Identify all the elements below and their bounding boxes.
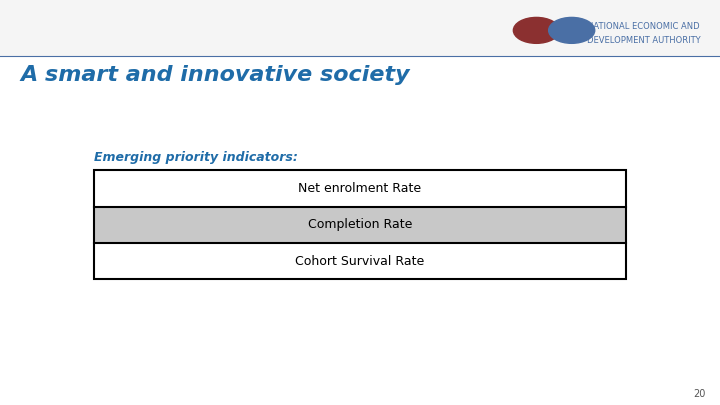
Bar bbox=[94, 243, 626, 279]
Text: NATIONAL ECONOMIC AND: NATIONAL ECONOMIC AND bbox=[587, 22, 699, 31]
Bar bbox=[0, 0, 720, 56]
Bar bbox=[94, 170, 626, 279]
Bar bbox=[94, 207, 626, 243]
Text: DEVELOPMENT AUTHORITY: DEVELOPMENT AUTHORITY bbox=[587, 36, 701, 45]
Circle shape bbox=[513, 17, 559, 43]
Text: A smart and innovative society: A smart and innovative society bbox=[20, 65, 410, 85]
Text: Emerging priority indicators:: Emerging priority indicators: bbox=[94, 151, 297, 164]
Text: 20: 20 bbox=[693, 389, 706, 399]
Circle shape bbox=[549, 17, 595, 43]
Text: Completion Rate: Completion Rate bbox=[308, 218, 412, 231]
Text: Cohort Survival Rate: Cohort Survival Rate bbox=[295, 255, 425, 268]
Bar bbox=[94, 170, 626, 207]
Text: Net enrolment Rate: Net enrolment Rate bbox=[298, 182, 422, 195]
